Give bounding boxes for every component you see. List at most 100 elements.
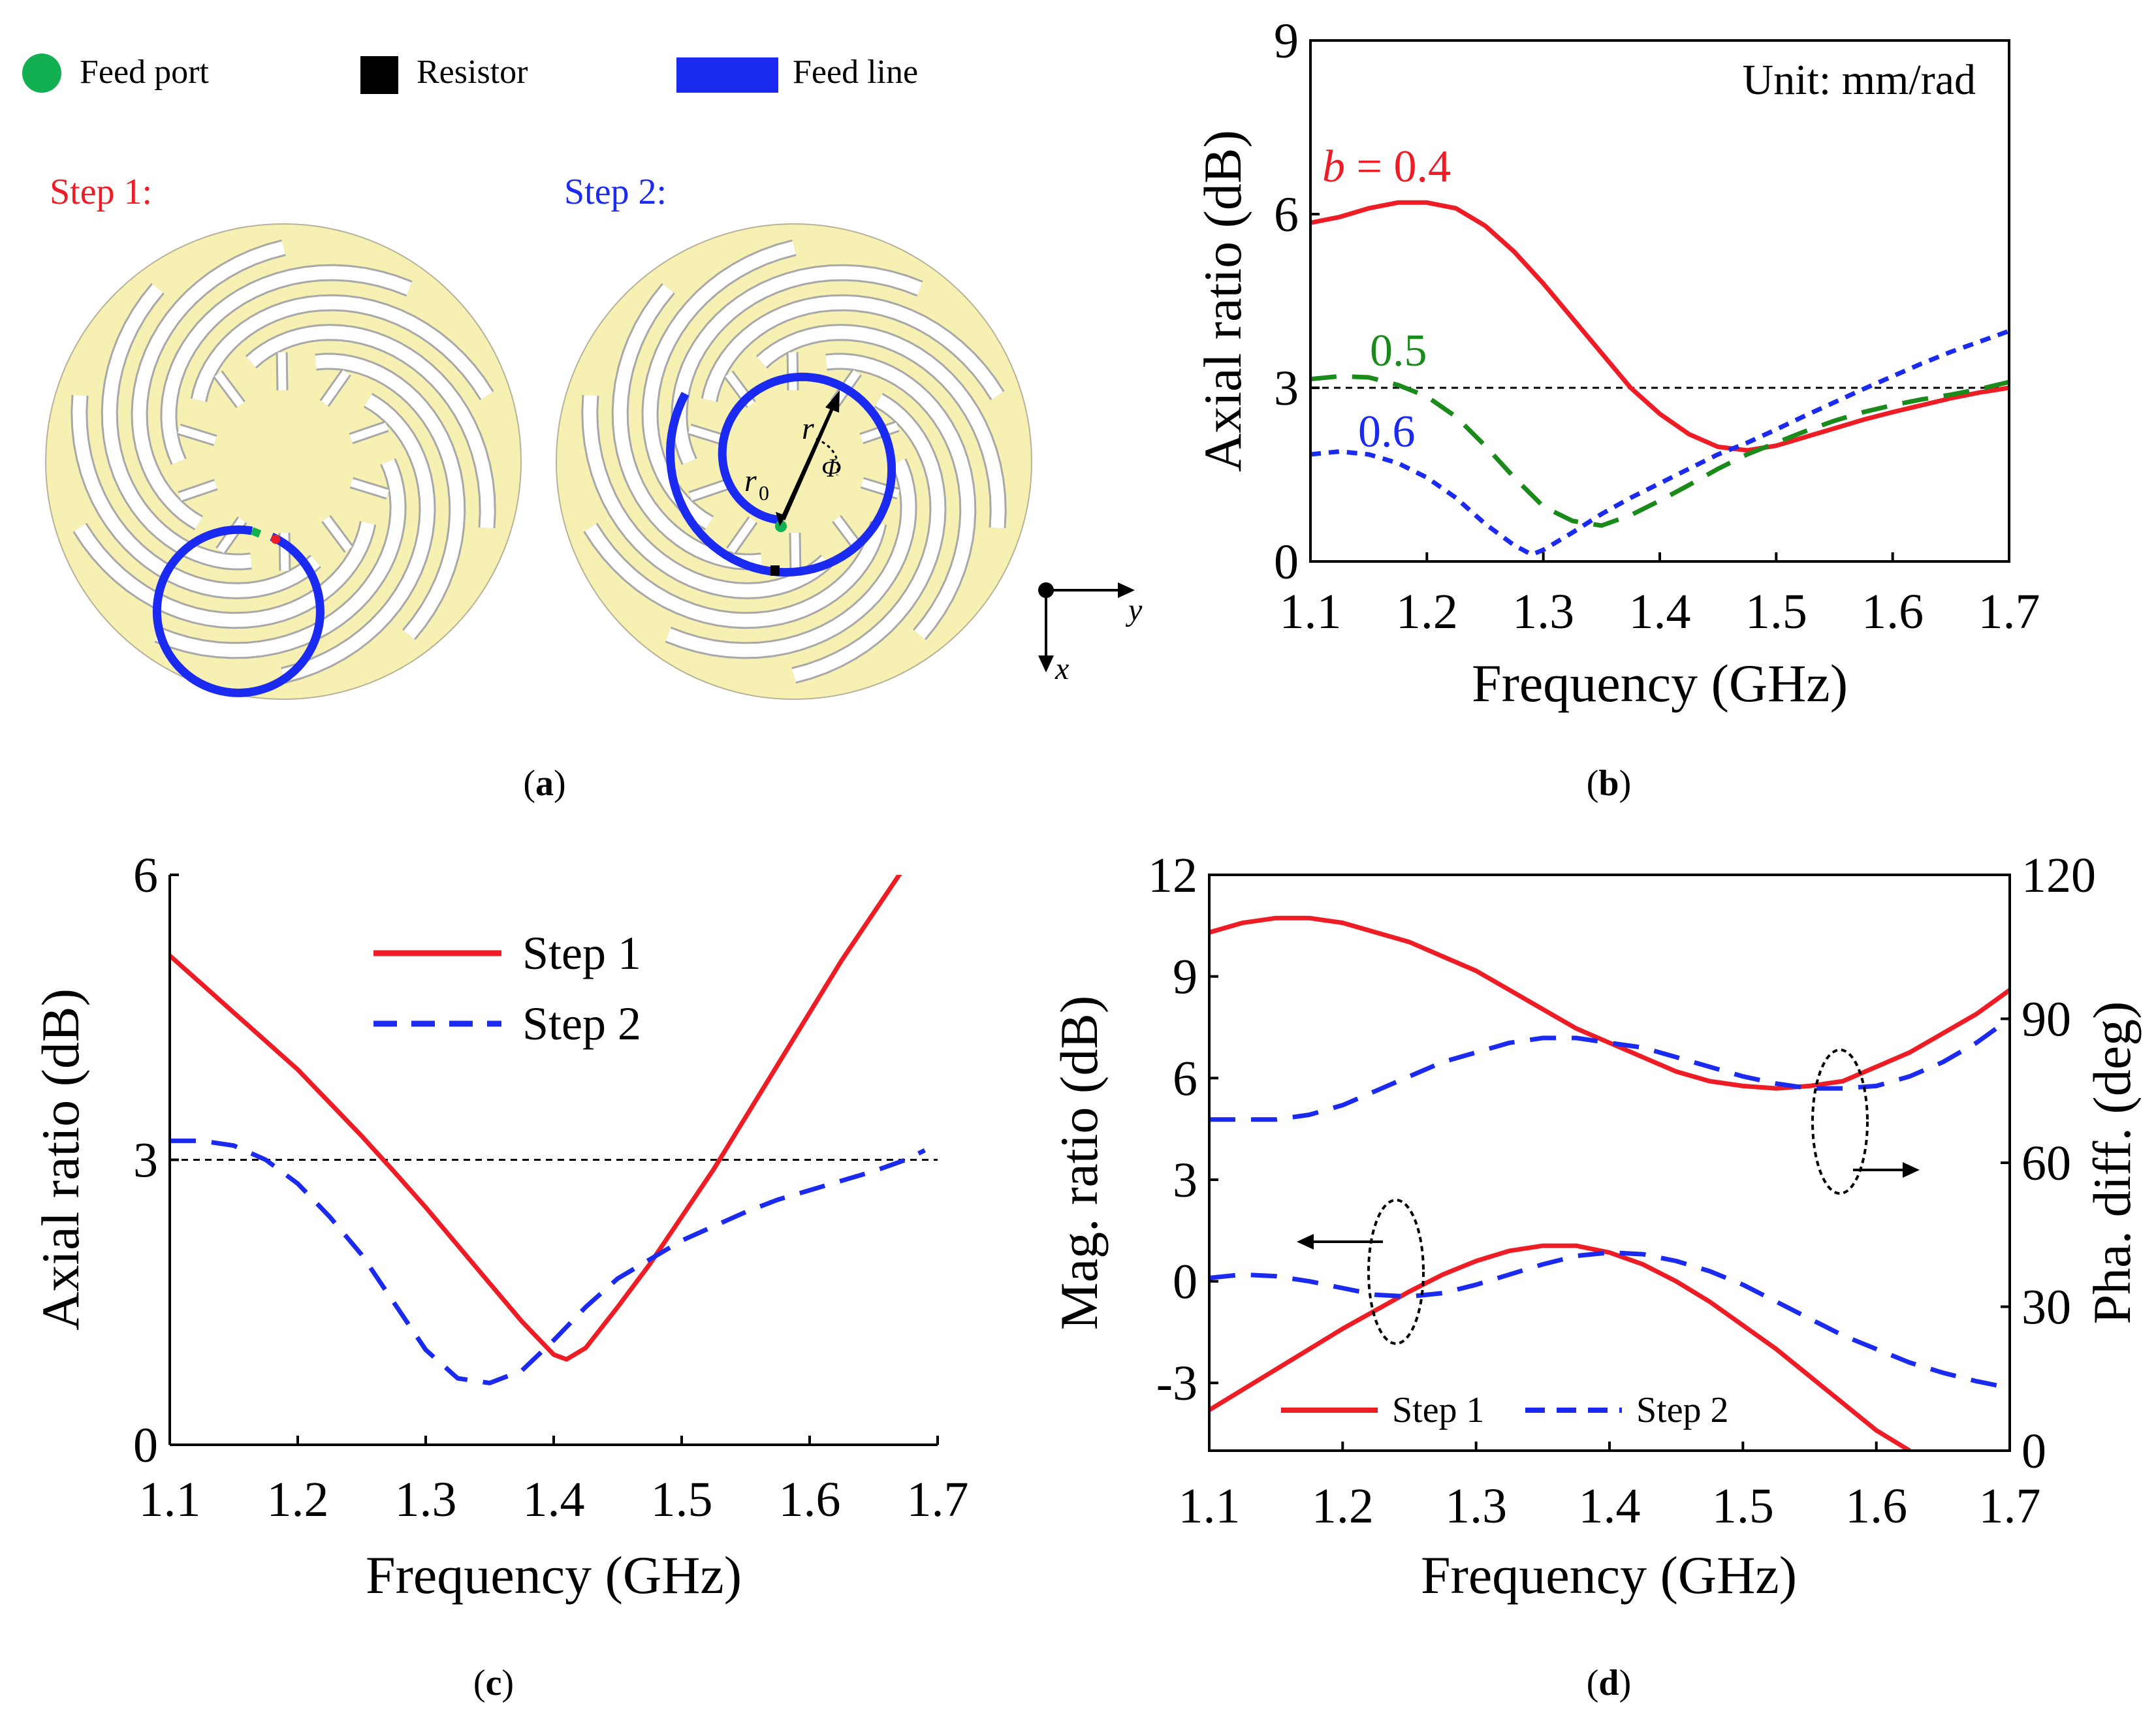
c-x-tick-label: 1.2 [267, 1472, 329, 1527]
c-y-tick-label: 3 [133, 1133, 158, 1188]
d-right-y-tick-label: 60 [2021, 1136, 2071, 1191]
spiral-slot [665, 459, 915, 657]
b-plot-frame [1309, 39, 2010, 563]
resistor-legend-marker [360, 56, 398, 94]
step2-resistor [770, 565, 780, 576]
spiral-slot [613, 284, 763, 569]
d-x-tick-label: 1.2 [1312, 1479, 1374, 1534]
caption-c: (c) [473, 1663, 514, 1703]
spiral-slot [703, 296, 1004, 402]
caption-b: (b) [1587, 763, 1631, 804]
radial-stub [323, 516, 353, 552]
d-series-line-3 [1209, 1250, 2010, 1391]
b-x-tick-label: 1.4 [1629, 584, 1691, 639]
d-left-y-tick-label: 12 [1148, 848, 1197, 903]
d-right-y-tick-label: 0 [2021, 1424, 2046, 1479]
c-series-line-1 [170, 1138, 926, 1385]
r0-arrow [780, 405, 834, 520]
radial-stub [277, 352, 287, 390]
radial-stub [791, 533, 800, 571]
d-x-tick-label: 1.3 [1445, 1479, 1507, 1534]
spiral-slot [246, 326, 494, 528]
c-x-tick-label: 1.7 [907, 1472, 969, 1527]
y-axis-arrow-head [1118, 582, 1135, 598]
c-y-axis-title: Axial ratio (dB) [31, 988, 90, 1331]
d-left-y-tick-label: 3 [1173, 1153, 1197, 1208]
b-y-axis-title: Axial ratio (dB) [1193, 130, 1252, 472]
c-x-tick-label: 1.4 [523, 1472, 585, 1527]
c-x-tick-label: 1.1 [139, 1472, 201, 1527]
d-left-axis-ellipse [1367, 1199, 1425, 1345]
radial-stub [727, 517, 757, 554]
phi-arc [816, 437, 839, 476]
step2-feed-port [775, 520, 787, 532]
step1-antenna-disk [45, 223, 522, 700]
spiral-slot [757, 326, 1005, 528]
b-x-tick-label: 1.1 [1280, 584, 1342, 639]
radial-stub [178, 481, 217, 501]
spiral-slot [72, 395, 321, 597]
d-left-y-axis-title: Mag. ratio (dB) [1049, 996, 1109, 1330]
b-series-line-0 [1310, 200, 2009, 453]
radial-stub [321, 370, 350, 406]
d-x-tick-label: 1.4 [1579, 1479, 1641, 1534]
b-series-group [1310, 200, 2009, 557]
b-x-tick-label: 1.7 [1978, 584, 2040, 639]
b-x-tick-label: 1.3 [1512, 584, 1574, 639]
panel-a-antenna-diagram: Feed port Resistor Feed line Step 1: Ste… [22, 54, 1143, 804]
b-label-04: b = 0.4 [1322, 142, 1451, 192]
b-unit-annotation: Unit: mm/rad [1743, 56, 1976, 104]
radial-stub [217, 517, 246, 554]
d-x-tick-label: 1.7 [1979, 1479, 2041, 1534]
d-left-y-tick-label: 6 [1173, 1051, 1197, 1106]
step2-label: Step 2: [564, 172, 667, 212]
feed-line-legend-marker [676, 57, 778, 93]
spiral-slot [583, 395, 831, 597]
spiral-slot [315, 355, 464, 639]
y-axis-label: y [1125, 593, 1143, 627]
d-x-tick-label: 1.5 [1712, 1479, 1774, 1534]
c-y-tick-label: 0 [133, 1418, 158, 1473]
panel-d-mag-phase: 1.1 1.2 1.3 1.4 1.5 1.6 1.7-30369120306090120 … [1049, 848, 2142, 1703]
spiral-slot [133, 241, 285, 529]
r0-arrow-head [776, 512, 786, 526]
d-right-y-axis-title: Pha. diff. (deg) [2082, 1001, 2142, 1325]
d-legend-step2-label: Step 2 [1636, 1390, 1729, 1430]
radial-stub [349, 422, 388, 443]
d-right-y-tick-label: 30 [2021, 1280, 2071, 1335]
b-label-05: 0.5 [1370, 326, 1427, 376]
b-x-tick-label: 1.5 [1745, 584, 1807, 639]
b-series-line-1 [1310, 373, 2009, 528]
spiral-slot [281, 394, 434, 682]
step1-feed-line-ring [152, 525, 325, 697]
phi-label: Φ [821, 453, 841, 482]
c-ticks-group: 1.1 1.2 1.3 1.4 1.5 1.6 1.7 0 3 6 [133, 848, 969, 1527]
step1-resistor [271, 535, 280, 544]
d-x-tick-label: 1.1 [1179, 1479, 1241, 1534]
spiral-slot [162, 266, 412, 464]
d-legend-step1-label: Step 1 [1392, 1390, 1485, 1430]
legend-resistor-label: Resistor [417, 54, 528, 91]
b-y-tick-label: 0 [1274, 535, 1299, 590]
d-series-line-0 [1209, 915, 2010, 1091]
r-arrow-head [825, 390, 840, 413]
x-axis-label: x [1054, 652, 1069, 686]
r-label: r [802, 411, 814, 446]
spiral-slot [74, 521, 375, 627]
b-y-tick-label: 6 [1274, 187, 1299, 242]
c-series-group [170, 875, 926, 1385]
r-arrow [782, 402, 836, 521]
d-right-axis-ellipse [1811, 1049, 1869, 1195]
d-left-axis-arrow-head [1297, 1234, 1314, 1250]
step1-feed-port [250, 527, 262, 538]
radial-stub [178, 425, 217, 445]
c-legend-step1-label: Step 1 [522, 927, 641, 979]
spiral-slot [584, 521, 885, 627]
d-series-group [1209, 915, 2010, 1451]
step2-antenna-disk [556, 223, 1032, 700]
c-series-line-0 [170, 875, 902, 1362]
spiral-slot [192, 296, 493, 402]
spiral-slot [792, 394, 945, 682]
